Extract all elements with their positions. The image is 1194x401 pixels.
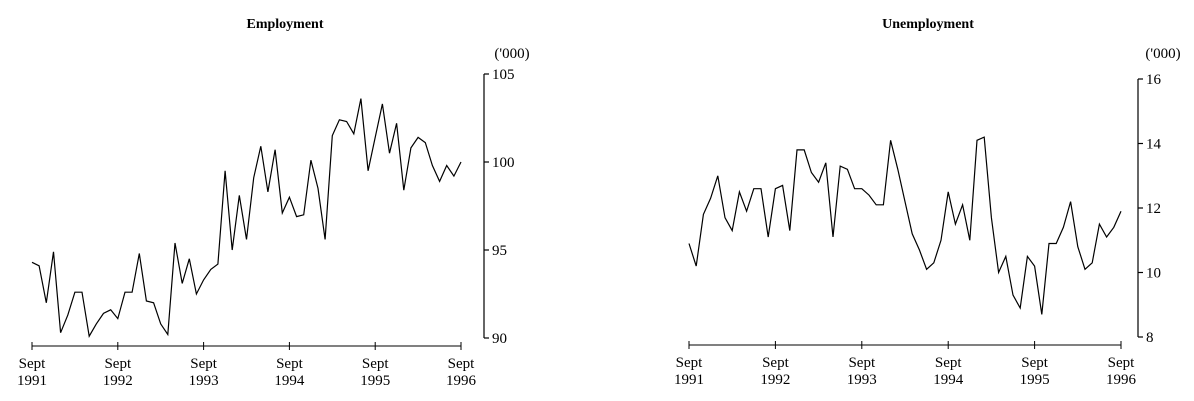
employment-x-tick-year: 1996	[446, 373, 477, 389]
unemployment-y-tick-label: 14	[1146, 137, 1162, 153]
unemployment-chart: Unemployment ('000) 810121416Sept1991Sep…	[674, 17, 1181, 388]
employment-x-tick-year: 1994	[274, 373, 305, 389]
employment-series-line	[31, 98, 462, 338]
employment-y-tick-label: 95	[492, 243, 507, 259]
unemployment-x-tick-label: Sept	[935, 355, 963, 371]
employment-y-tick-label: 90	[492, 331, 507, 347]
employment-chart: Employment ('000) 9095100105Sept1991Sept…	[17, 17, 530, 389]
employment-x-tick-year: 1992	[103, 373, 133, 389]
employment-x-tick-year: 1993	[189, 373, 219, 389]
unemployment-x-tick-year: 1991	[674, 372, 704, 388]
unemployment-x-tick-label: Sept	[1021, 355, 1049, 371]
unemployment-x-tick-year: 1992	[760, 372, 790, 388]
unemployment-title: Unemployment	[882, 17, 974, 32]
unemployment-x-tick-label: Sept	[676, 355, 704, 371]
unemployment-x-tick-label: Sept	[762, 355, 790, 371]
unemployment-x-tick-year: 1996	[1106, 372, 1137, 388]
employment-x-tick-label: Sept	[19, 356, 47, 372]
employment-unit-label: ('000)	[494, 46, 529, 62]
unemployment-x-tick-year: 1993	[847, 372, 877, 388]
employment-y-tick-label: 100	[492, 155, 515, 171]
employment-title: Employment	[247, 17, 324, 32]
employment-x-tick-label: Sept	[362, 356, 390, 372]
employment-x-tick-year: 1991	[17, 373, 47, 389]
unemployment-x-tick-label: Sept	[848, 355, 876, 371]
employment-y-tick-label: 105	[492, 67, 515, 83]
unemployment-x-tick-label: Sept	[1108, 355, 1136, 371]
unemployment-x-tick-year: 1995	[1020, 372, 1050, 388]
unemployment-y-tick-label: 16	[1146, 72, 1162, 88]
employment-x-tick-label: Sept	[104, 356, 132, 372]
unemployment-y-tick-label: 10	[1146, 266, 1161, 282]
unemployment-y-tick-label: 12	[1146, 201, 1161, 217]
employment-x-tick-label: Sept	[276, 356, 304, 372]
employment-x-tick-label: Sept	[190, 356, 218, 372]
unemployment-series-line	[688, 136, 1122, 315]
employment-x-tick-label: Sept	[448, 356, 476, 372]
unemployment-x-tick-year: 1994	[933, 372, 964, 388]
unemployment-unit-label: ('000)	[1145, 46, 1180, 62]
employment-x-tick-year: 1995	[360, 373, 390, 389]
unemployment-y-tick-label: 8	[1146, 330, 1154, 346]
